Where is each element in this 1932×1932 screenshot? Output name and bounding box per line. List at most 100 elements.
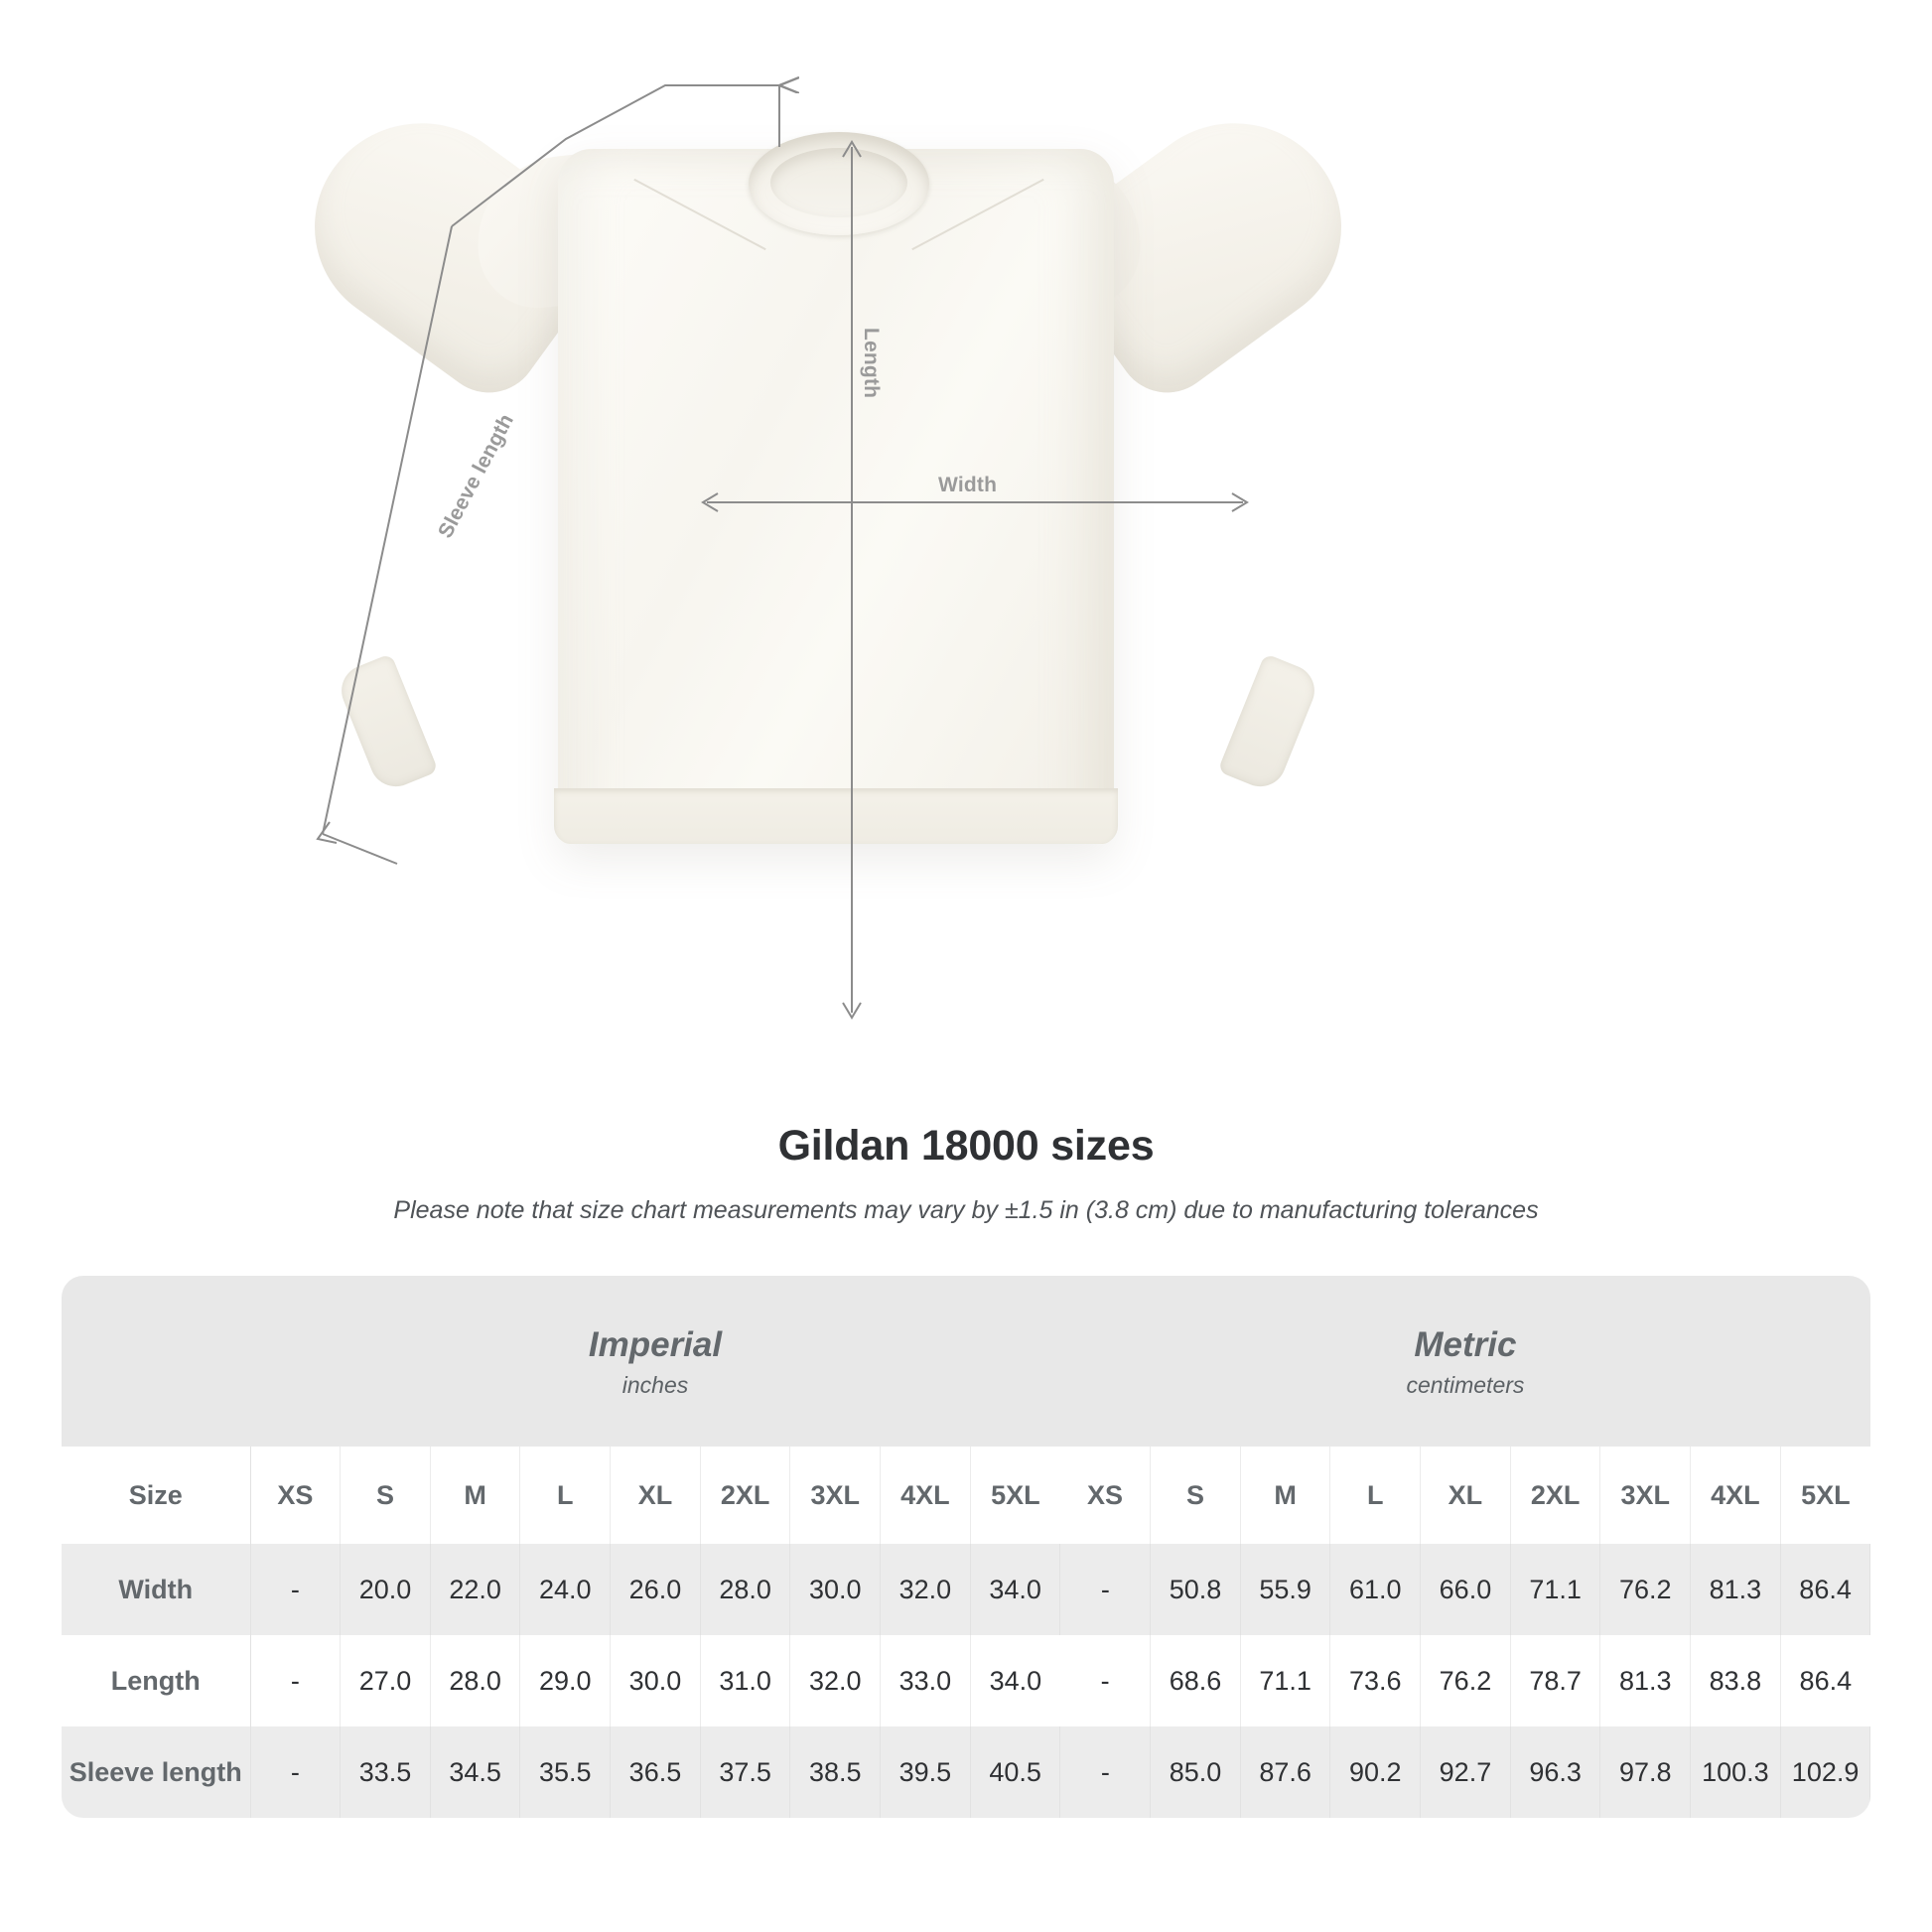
length-label: Length [860, 328, 883, 399]
size-table: Imperial inches Metric centimeters Size XS S M L… [62, 1276, 1870, 1818]
size-header-imperial-s: S [340, 1447, 431, 1544]
table-row: Width -20.0 22.0 24.0 26.0 28.0 30.0 32.0 34.0-5… [62, 1544, 1870, 1635]
size-table-wrapper: Imperial inches Metric centimeters Size XS S M L… [62, 1276, 1870, 1818]
cell-length-imperial-s: 27.0 [340, 1635, 431, 1726]
right-cuff [1217, 653, 1322, 794]
cell-length-metric-l: 73.6 [1329, 1635, 1422, 1726]
cell-sleeve-length-metric-xl: 92.7 [1420, 1726, 1511, 1818]
garment-photo: Length Width Sleeve length [275, 75, 1381, 1020]
row-label-sleeve-length: Sleeve length [62, 1726, 251, 1818]
cell-sleeve-length-metric-5xl: 102.9 [1780, 1726, 1870, 1818]
unit-name: Imperial [588, 1324, 723, 1364]
cell-width-metric-3xl: 76.2 [1599, 1544, 1692, 1635]
size-header-metric-4xl: 4XL [1690, 1447, 1781, 1544]
cell-width-metric-s: 50.8 [1150, 1544, 1241, 1635]
cell-width-metric-m: 55.9 [1240, 1544, 1331, 1635]
cell-length-metric-5xl: 86.4 [1780, 1635, 1870, 1726]
row-label-length: Length [62, 1635, 251, 1726]
cell-width-metric-2xl: 71.1 [1510, 1544, 1601, 1635]
cell-sleeve-length-metric-l: 90.2 [1329, 1726, 1422, 1818]
cell-width-metric-xs: - [1059, 1544, 1152, 1635]
unit-header-row: Imperial inches Metric centimeters [62, 1276, 1870, 1447]
cell-sleeve-length-metric-xs: - [1059, 1726, 1152, 1818]
cell-length-imperial-m: 28.0 [430, 1635, 521, 1726]
cell-width-imperial-2xl: 28.0 [700, 1544, 791, 1635]
size-header-label: Size [62, 1447, 251, 1544]
cell-width-imperial-l: 24.0 [519, 1544, 612, 1635]
size-header-metric-m: M [1240, 1447, 1331, 1544]
cell-width-metric-4xl: 81.3 [1690, 1544, 1781, 1635]
cell-width-imperial-xl: 26.0 [610, 1544, 701, 1635]
cell-sleeve-length-imperial-l: 35.5 [519, 1726, 612, 1818]
size-header-metric-l: L [1329, 1447, 1422, 1544]
collar-inner [770, 148, 907, 217]
table-row: Length -27.0 28.0 29.0 30.0 31.0 32.0 33.0 34.0-… [62, 1635, 1870, 1726]
size-header-metric-xs: XS [1059, 1447, 1152, 1544]
cell-width-imperial-s: 20.0 [340, 1544, 431, 1635]
cell-sleeve-length-imperial-xl: 36.5 [610, 1726, 701, 1818]
cell-sleeve-length-imperial-s: 33.5 [340, 1726, 431, 1818]
cell-sleeve-length-imperial-3xl: 38.5 [789, 1726, 882, 1818]
cell-length-imperial-4xl: 33.0 [880, 1635, 971, 1726]
cell-length-imperial-2xl: 31.0 [700, 1635, 791, 1726]
cell-length-metric-s: 68.6 [1150, 1635, 1241, 1726]
unit-subtitle: inches [621, 1372, 689, 1399]
size-header-imperial-l: L [519, 1447, 612, 1544]
cell-sleeve-length-imperial-2xl: 37.5 [700, 1726, 791, 1818]
cell-length-imperial-xs: - [250, 1635, 342, 1726]
size-header-imperial-4xl: 4XL [880, 1447, 971, 1544]
cell-length-metric-2xl: 78.7 [1510, 1635, 1601, 1726]
cell-length-metric-m: 71.1 [1240, 1635, 1331, 1726]
size-header-metric-xl: XL [1420, 1447, 1511, 1544]
size-header-imperial-5xl: 5XL [970, 1447, 1060, 1544]
size-header-metric-3xl: 3XL [1599, 1447, 1692, 1544]
cell-width-imperial-3xl: 30.0 [789, 1544, 882, 1635]
left-cuff [334, 653, 439, 794]
size-header-imperial-xl: XL [610, 1447, 701, 1544]
unit-header-imperial: Imperial inches [250, 1276, 1060, 1447]
size-header-imperial-m: M [430, 1447, 521, 1544]
tolerance-note: Please note that size chart measurements… [393, 1196, 1539, 1224]
cell-length-metric-xs: - [1059, 1635, 1152, 1726]
cell-width-imperial-xs: - [250, 1544, 342, 1635]
size-header-metric-5xl: 5XL [1780, 1447, 1870, 1544]
sweatshirt-body [554, 149, 1118, 844]
cell-width-imperial-m: 22.0 [430, 1544, 521, 1635]
cell-width-imperial-4xl: 32.0 [880, 1544, 971, 1635]
cell-width-metric-l: 61.0 [1329, 1544, 1422, 1635]
cell-sleeve-length-imperial-m: 34.5 [430, 1726, 521, 1818]
size-header-imperial-2xl: 2XL [700, 1447, 791, 1544]
size-header-metric-2xl: 2XL [1510, 1447, 1601, 1544]
unit-header-metric: Metric centimeters [1059, 1276, 1870, 1447]
cell-sleeve-length-imperial-xs: - [250, 1726, 342, 1818]
size-header-imperial-3xl: 3XL [789, 1447, 882, 1544]
cell-sleeve-length-metric-3xl: 97.8 [1599, 1726, 1692, 1818]
cell-length-metric-4xl: 83.8 [1690, 1635, 1781, 1726]
cell-length-imperial-5xl: 34.0 [970, 1635, 1060, 1726]
cell-sleeve-length-metric-m: 87.6 [1240, 1726, 1331, 1818]
cell-width-metric-5xl: 86.4 [1780, 1544, 1870, 1635]
cell-sleeve-length-imperial-5xl: 40.5 [970, 1726, 1061, 1818]
size-header-row: Size XS S M L XL 2XL 3XL 4XL 5XL XS S M L XL 2XL 3XL 4XL 5… [62, 1447, 1870, 1544]
caption-block: Gildan 18000 sizes Please note that size… [0, 1122, 1932, 1225]
cell-length-metric-xl: 76.2 [1420, 1635, 1511, 1726]
cell-length-imperial-l: 29.0 [519, 1635, 612, 1726]
table-row: Sleeve length -33.5 34.5 35.5 36.5 37.5 38.5 39… [62, 1726, 1870, 1818]
cell-length-imperial-3xl: 32.0 [789, 1635, 882, 1726]
cell-sleeve-length-imperial-4xl: 39.5 [880, 1726, 971, 1818]
cell-width-metric-xl: 66.0 [1420, 1544, 1511, 1635]
page-title: Gildan 18000 sizes [777, 1122, 1155, 1170]
sweatshirt-illustration [275, 79, 1381, 859]
row-label-width: Width [62, 1544, 251, 1635]
unit-spacer [62, 1276, 250, 1447]
cell-length-metric-3xl: 81.3 [1599, 1635, 1692, 1726]
cell-sleeve-length-metric-2xl: 96.3 [1510, 1726, 1601, 1818]
size-header-metric-s: S [1150, 1447, 1241, 1544]
width-label: Width [938, 474, 998, 496]
unit-subtitle: centimeters [1406, 1372, 1525, 1399]
size-header-imperial-xs: XS [250, 1447, 342, 1544]
cell-length-imperial-xl: 30.0 [610, 1635, 701, 1726]
cell-sleeve-length-metric-4xl: 100.3 [1690, 1726, 1781, 1818]
unit-name: Metric [1414, 1324, 1517, 1364]
